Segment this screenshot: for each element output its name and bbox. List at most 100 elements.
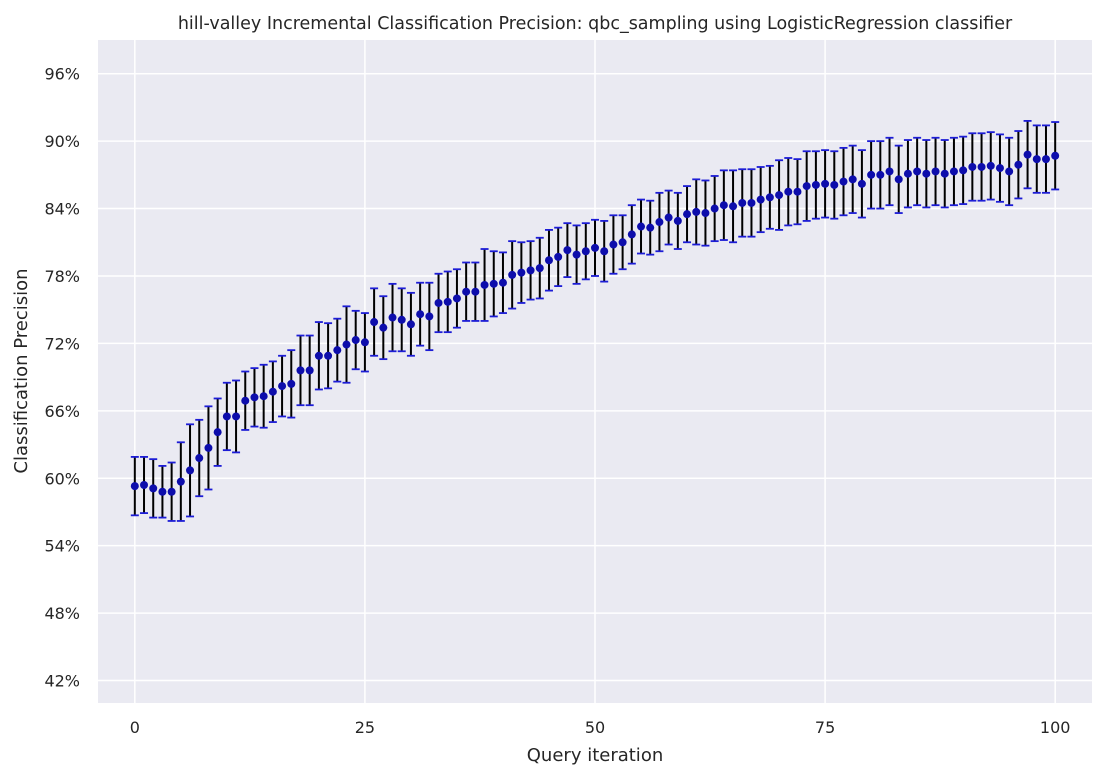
data-point — [701, 209, 710, 218]
data-point — [370, 318, 379, 327]
data-point — [535, 264, 544, 273]
data-point — [784, 187, 793, 196]
data-point — [894, 175, 903, 184]
x-tick-label: 75 — [815, 718, 835, 737]
data-point — [563, 246, 572, 255]
data-point — [333, 346, 342, 355]
data-point — [149, 484, 158, 493]
data-point — [719, 201, 728, 210]
data-point — [959, 166, 968, 175]
data-point — [1032, 155, 1041, 164]
data-point — [627, 230, 636, 239]
data-point — [416, 310, 425, 319]
data-point — [802, 182, 811, 191]
data-point — [498, 278, 507, 287]
data-point — [250, 393, 259, 402]
data-point — [1051, 151, 1060, 160]
data-point — [287, 379, 296, 388]
data-point — [922, 169, 931, 178]
data-marks — [130, 120, 1060, 522]
data-point — [1014, 160, 1023, 169]
data-point — [581, 247, 590, 256]
data-point — [452, 294, 461, 303]
data-point — [259, 392, 268, 401]
data-point — [324, 351, 333, 360]
data-point — [167, 487, 176, 496]
data-point — [471, 287, 480, 296]
data-point — [692, 207, 701, 216]
y-tick-label: 42% — [44, 672, 80, 691]
data-point — [986, 161, 995, 170]
data-point — [305, 366, 314, 375]
data-point — [857, 179, 866, 188]
data-point — [406, 320, 415, 329]
data-point — [867, 170, 876, 179]
data-point — [1005, 167, 1014, 176]
data-point — [968, 162, 977, 171]
data-point — [977, 162, 986, 171]
data-point — [913, 167, 922, 176]
data-point — [232, 412, 241, 421]
data-point — [729, 202, 738, 211]
data-point — [526, 266, 535, 275]
x-tick-label: 0 — [130, 718, 140, 737]
y-tick-label: 48% — [44, 604, 80, 623]
data-point — [940, 169, 949, 178]
data-point — [268, 387, 277, 396]
data-point — [425, 312, 434, 321]
x-tick-label: 25 — [355, 718, 375, 737]
data-point — [351, 336, 360, 345]
chart-title: hill-valley Incremental Classification P… — [178, 14, 1013, 34]
tick-labels: 0 25 50 75 100 42% 48% 54% 60% 66% 72% 78% 84% 90% 96% — [44, 65, 1070, 737]
data-point — [397, 315, 406, 324]
data-point — [673, 216, 682, 225]
x-axis-label: Query iteration — [527, 745, 663, 766]
y-tick-label: 96% — [44, 65, 80, 84]
data-point — [811, 180, 820, 189]
data-point — [489, 279, 498, 288]
data-point — [765, 193, 774, 202]
data-point — [949, 167, 958, 176]
data-point — [848, 175, 857, 184]
data-point — [1023, 150, 1032, 159]
data-point — [793, 187, 802, 196]
data-point — [195, 454, 204, 463]
data-point — [544, 256, 553, 265]
data-point — [480, 280, 489, 289]
data-point — [176, 477, 185, 486]
data-point — [314, 351, 323, 360]
data-point — [903, 169, 912, 178]
data-point — [158, 487, 167, 496]
data-point — [756, 195, 765, 204]
y-tick-label: 66% — [44, 402, 80, 421]
data-point — [296, 366, 305, 375]
grid — [98, 40, 1092, 703]
y-tick-label: 90% — [44, 132, 80, 151]
x-tick-label: 50 — [585, 718, 605, 737]
data-point — [241, 396, 250, 405]
data-point — [379, 323, 388, 332]
data-point — [876, 170, 885, 179]
y-tick-label: 84% — [44, 200, 80, 219]
data-point — [738, 198, 747, 207]
data-point — [517, 268, 526, 277]
y-tick-label: 78% — [44, 267, 80, 286]
x-tick-label: 100 — [1040, 718, 1071, 737]
data-point — [443, 297, 452, 306]
data-point — [342, 340, 351, 349]
data-point — [130, 482, 139, 491]
data-point — [664, 213, 673, 222]
data-point — [710, 204, 719, 213]
data-point — [646, 223, 655, 232]
data-point — [213, 428, 222, 437]
data-point — [747, 198, 756, 207]
data-point — [360, 338, 369, 347]
data-point — [885, 167, 894, 176]
data-point — [683, 210, 692, 219]
data-point — [995, 164, 1004, 173]
data-point — [830, 180, 839, 189]
data-point — [140, 480, 149, 489]
data-point — [554, 252, 563, 261]
data-point — [637, 222, 646, 231]
